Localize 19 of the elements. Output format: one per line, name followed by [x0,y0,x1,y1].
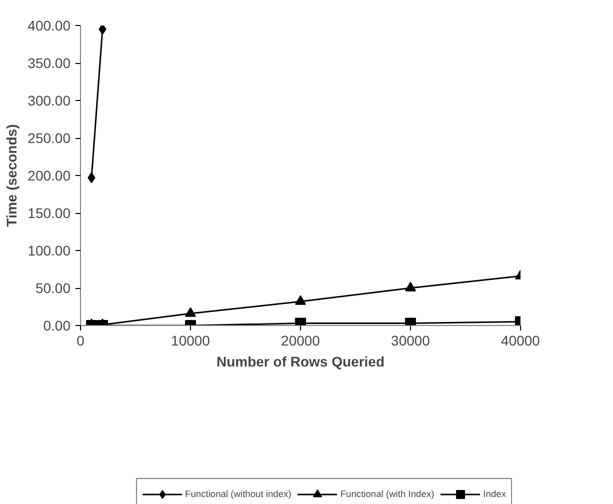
y-tick-label: 50.00 [35,280,71,296]
y-tick-label: 150.00 [28,205,71,221]
legend-label: Functional (without index) [185,489,292,499]
legend-label: Functional (with Index) [340,489,434,499]
legend-label: Index [483,489,506,499]
x-tick-label: 10000 [171,332,210,348]
y-tick-label: 100.00 [28,242,71,258]
x-tick-label: 40000 [501,332,540,348]
x-tick-label: 20000 [281,332,320,348]
y-tick-label: 400.00 [28,18,71,34]
x-tick-label: 0 [76,332,85,348]
x-axis-title: Number of Rows Queried [216,354,385,370]
y-tick-label: 350.00 [28,55,71,71]
y-tick-label: 0.00 [43,318,71,334]
x-tick-label: 30000 [391,332,430,348]
y-tick-label: 200.00 [28,168,71,184]
y-axis-title: Time (seconds) [4,124,20,227]
y-tick-label: 250.00 [28,130,71,146]
y-tick-label: 300.00 [28,92,71,108]
